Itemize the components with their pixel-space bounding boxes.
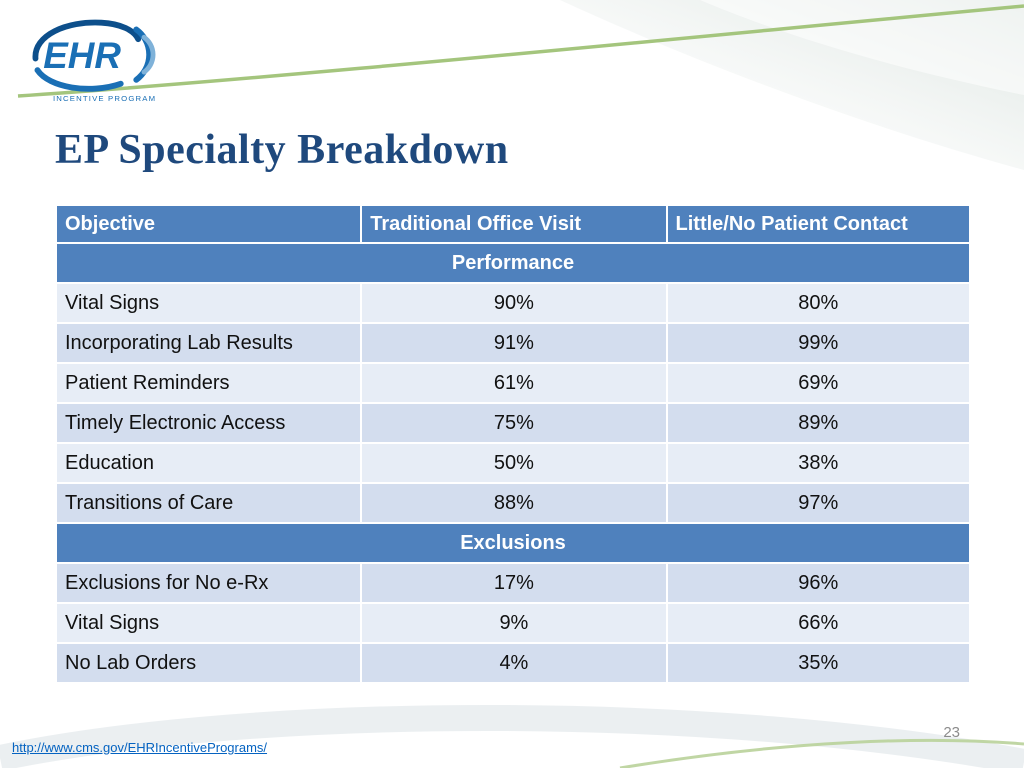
table-row: Vital Signs 9% 66%	[54, 602, 972, 644]
column-header-objective: Objective	[54, 204, 363, 244]
cell-traditional-office-visit: 91%	[360, 322, 668, 364]
cell-little-no-patient-contact: 38%	[665, 442, 972, 484]
table-row: Patient Reminders 61% 69%	[54, 362, 972, 404]
cell-traditional-office-visit: 88%	[360, 482, 668, 524]
cell-little-no-patient-contact: 89%	[665, 402, 972, 444]
table-row: Incorporating Lab Results 91% 99%	[54, 322, 972, 364]
table-section-header-exclusions: Exclusions	[55, 522, 971, 564]
cell-traditional-office-visit: 61%	[360, 362, 668, 404]
footer-link[interactable]: http://www.cms.gov/EHRIncentivePrograms/	[12, 740, 268, 755]
cell-objective: Patient Reminders	[54, 362, 363, 404]
cell-objective: Transitions of Care	[54, 482, 363, 524]
ehr-logo: EHR INCENTIVE PROGRAM	[20, 12, 175, 107]
corner-band-inner	[700, 0, 1024, 95]
page-number: 23	[943, 724, 960, 741]
specialty-table: Objective Traditional Office Visit Littl…	[54, 204, 972, 684]
column-header-little-no-patient-contact: Little/No Patient Contact	[665, 204, 972, 244]
table-row: Education 50% 38%	[54, 442, 972, 484]
table-section-header-performance: Performance	[55, 242, 971, 284]
cell-traditional-office-visit: 4%	[360, 642, 668, 684]
cell-little-no-patient-contact: 99%	[665, 322, 972, 364]
logo-subtext: INCENTIVE PROGRAM	[53, 94, 156, 103]
table-row: Exclusions for No e-Rx 17% 96%	[54, 562, 972, 604]
cell-objective: Incorporating Lab Results	[54, 322, 363, 364]
logo-text: EHR	[43, 35, 121, 76]
table-row: Vital Signs 90% 80%	[54, 282, 972, 324]
cell-traditional-office-visit: 9%	[360, 602, 668, 644]
cell-little-no-patient-contact: 80%	[665, 282, 972, 324]
cell-little-no-patient-contact: 66%	[665, 602, 972, 644]
cell-traditional-office-visit: 90%	[360, 282, 668, 324]
cell-objective: No Lab Orders	[54, 642, 363, 684]
table-row: Timely Electronic Access 75% 89%	[54, 402, 972, 444]
cell-little-no-patient-contact: 35%	[665, 642, 972, 684]
bottom-green-swoosh	[619, 738, 1024, 768]
slide-title: EP Specialty Breakdown	[55, 127, 509, 173]
cell-little-no-patient-contact: 96%	[665, 562, 972, 604]
cell-traditional-office-visit: 75%	[360, 402, 668, 444]
cell-objective: Education	[54, 442, 363, 484]
cell-objective: Exclusions for No e-Rx	[54, 562, 363, 604]
table-row: Transitions of Care 88% 97%	[54, 482, 972, 524]
cell-traditional-office-visit: 17%	[360, 562, 668, 604]
corner-band	[560, 0, 1024, 170]
cell-objective: Vital Signs	[54, 282, 363, 324]
column-header-traditional-office-visit: Traditional Office Visit	[360, 204, 668, 244]
table-header-row: Objective Traditional Office Visit Littl…	[54, 204, 972, 244]
cell-objective: Vital Signs	[54, 602, 363, 644]
cell-objective: Timely Electronic Access	[54, 402, 363, 444]
cell-little-no-patient-contact: 69%	[665, 362, 972, 404]
table-row: No Lab Orders 4% 35%	[54, 642, 972, 684]
cell-little-no-patient-contact: 97%	[665, 482, 972, 524]
cell-traditional-office-visit: 50%	[360, 442, 668, 484]
section-label: Exclusions	[55, 522, 971, 564]
section-label: Performance	[55, 242, 971, 284]
